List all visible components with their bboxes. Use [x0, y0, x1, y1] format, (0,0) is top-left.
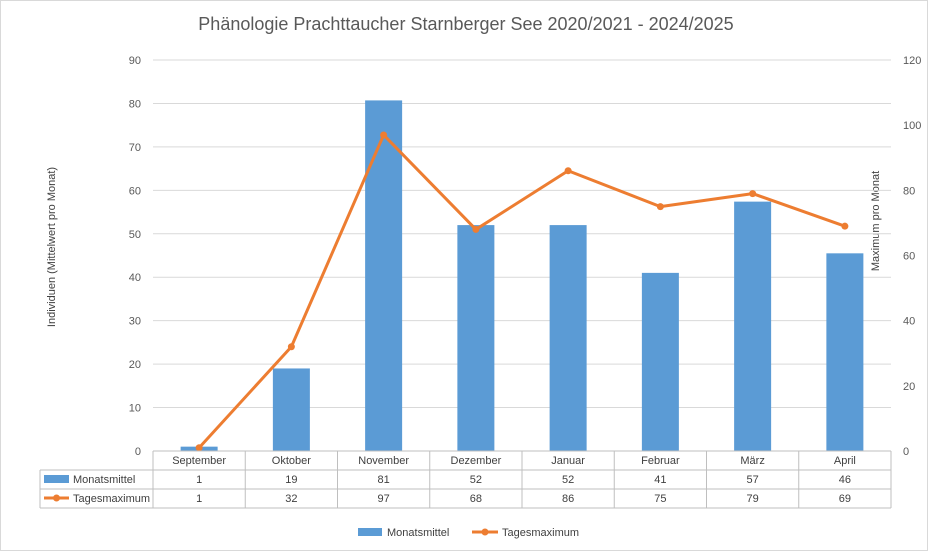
line-marker	[749, 190, 757, 198]
table-cell-line-value: 86	[562, 493, 574, 505]
table-cell-line-value: 68	[470, 493, 482, 505]
legend-label: Monatsmittel	[387, 527, 449, 539]
line-series	[195, 131, 849, 452]
line-marker	[287, 343, 295, 351]
category-label: September	[172, 455, 226, 467]
y2-tick-label: 100	[903, 120, 921, 132]
bar-series	[180, 100, 864, 452]
y2-tick-label: 80	[903, 185, 915, 197]
y-tick-label: 80	[129, 98, 141, 110]
table-cell-line-value: 79	[747, 493, 759, 505]
y-tick-label: 60	[129, 185, 141, 197]
axes: 0 10 20 30 40 50 60 70 80 90 0 20 40 60 80 100 120	[129, 55, 922, 458]
data-table: September 1 1 Oktober 19 32 November 81 97 Dezemb…	[39, 450, 892, 509]
table-cell-line-value: 1	[196, 493, 202, 505]
table-cell-bar-value: 57	[747, 474, 759, 486]
y2-tick-label: 20	[903, 381, 915, 393]
y2-axis-label: Maximum pro Monat	[870, 171, 882, 271]
y-tick-label: 10	[129, 403, 141, 415]
line-marker	[564, 167, 572, 175]
y-tick-label: 30	[129, 316, 141, 328]
y2-tick-label: 40	[903, 316, 915, 328]
y-tick-label: 20	[129, 359, 141, 371]
legend-key-bar	[358, 528, 382, 536]
bar	[549, 225, 587, 451]
y-tick-label: 70	[129, 142, 141, 154]
category-label: April	[834, 455, 856, 467]
y2-tick-label: 60	[903, 251, 915, 263]
gridlines	[153, 59, 891, 452]
legend-label: Tagesmaximum	[502, 527, 579, 539]
bar	[826, 253, 864, 451]
legend: Monatsmittel Tagesmaximum	[358, 527, 579, 539]
table-row-label: Monatsmittel	[73, 474, 135, 486]
table-key-marker	[53, 494, 60, 502]
y-axis-label: Individuen (Mittelwert pro Monat)	[46, 167, 58, 327]
table-cell-line-value: 97	[378, 493, 390, 505]
table-cell-bar-value: 52	[470, 474, 482, 486]
category-label: Februar	[641, 455, 680, 467]
line-marker	[656, 203, 664, 211]
y-tick-label: 90	[129, 55, 141, 67]
table-key-bar	[44, 475, 69, 483]
line-marker	[195, 444, 203, 452]
chart-title: Phänologie Prachttaucher Starnberger See…	[198, 14, 733, 34]
table-cell-bar-value: 46	[839, 474, 851, 486]
line-marker	[841, 222, 849, 230]
bar	[641, 272, 679, 451]
table-cell-line-value: 32	[285, 493, 297, 505]
table-cell-bar-value: 81	[378, 474, 390, 486]
legend-key-marker	[481, 528, 489, 536]
y-tick-label: 50	[129, 229, 141, 241]
y2-tick-label: 120	[903, 55, 921, 67]
table-cell-bar-value: 19	[285, 474, 297, 486]
bar	[365, 100, 403, 452]
bar	[734, 201, 772, 451]
y-tick-label: 40	[129, 272, 141, 284]
table-cell-line-value: 69	[839, 493, 851, 505]
table-cell-bar-value: 1	[196, 474, 202, 486]
category-label: November	[358, 455, 409, 467]
category-label: Oktober	[272, 455, 311, 467]
category-label: Dezember	[451, 455, 502, 467]
y2-tick-label: 0	[903, 446, 909, 458]
category-label: Januar	[551, 455, 585, 467]
table-row-label: Tagesmaximum	[73, 493, 150, 505]
table-cell-bar-value: 41	[654, 474, 666, 486]
series-line	[198, 133, 846, 449]
bar	[272, 368, 310, 451]
table-cell-line-value: 75	[654, 493, 666, 505]
line-marker	[472, 225, 480, 233]
y-tick-label: 0	[135, 446, 141, 458]
table-cell-bar-value: 52	[562, 474, 574, 486]
bar	[457, 225, 495, 451]
category-label: März	[740, 455, 764, 467]
line-marker	[380, 131, 388, 139]
